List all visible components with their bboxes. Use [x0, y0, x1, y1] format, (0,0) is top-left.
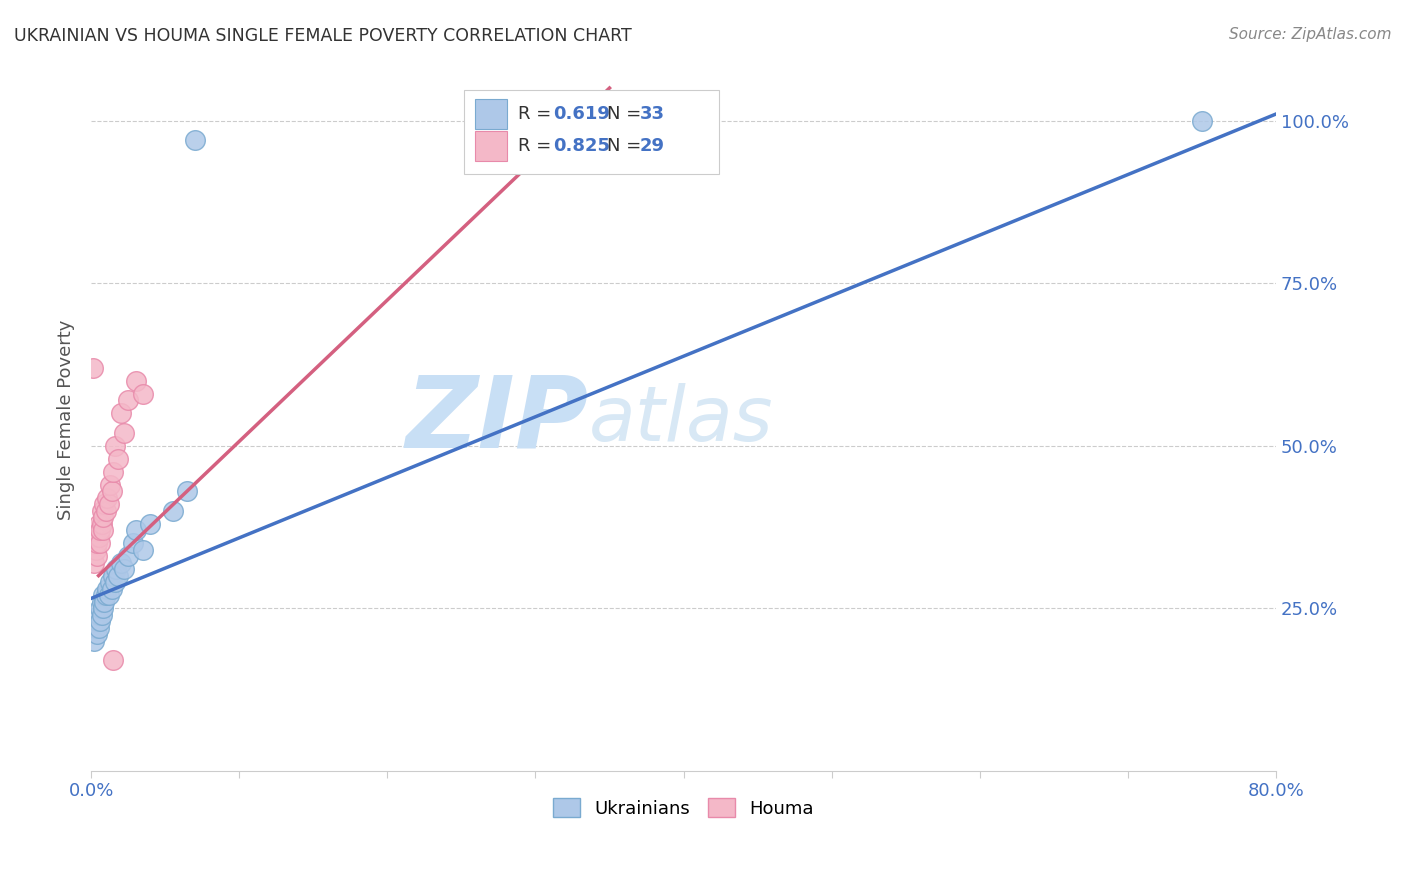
Point	[94, 503, 117, 517]
Point	[84, 542, 107, 557]
Point	[100, 575, 122, 590]
FancyBboxPatch shape	[464, 89, 718, 174]
Point	[90, 516, 112, 531]
Point	[86, 549, 108, 563]
Point	[139, 516, 162, 531]
Point	[132, 386, 155, 401]
Point	[112, 562, 135, 576]
Text: atlas: atlas	[589, 383, 773, 457]
FancyBboxPatch shape	[475, 131, 508, 161]
Point	[112, 425, 135, 440]
Point	[104, 439, 127, 453]
Point	[104, 575, 127, 590]
Point	[110, 556, 132, 570]
Text: 33: 33	[640, 105, 665, 123]
Point	[110, 406, 132, 420]
Point	[117, 549, 139, 563]
Point	[86, 614, 108, 628]
Point	[101, 582, 124, 596]
Point	[87, 516, 110, 531]
Point	[117, 393, 139, 408]
Point	[91, 601, 114, 615]
Point	[100, 477, 122, 491]
Point	[83, 633, 105, 648]
Point	[87, 607, 110, 622]
Point	[1191, 113, 1213, 128]
Point	[87, 530, 110, 544]
Point	[86, 536, 108, 550]
Point	[86, 627, 108, 641]
Text: N =: N =	[606, 136, 647, 154]
Point	[82, 360, 104, 375]
Point	[103, 568, 125, 582]
Point	[184, 133, 207, 147]
Point	[103, 653, 125, 667]
Point	[91, 523, 114, 537]
Text: N =: N =	[606, 105, 647, 123]
Text: ZIP: ZIP	[406, 371, 589, 468]
Point	[162, 503, 184, 517]
Legend: Ukrainians, Houma: Ukrainians, Houma	[546, 791, 821, 825]
Point	[93, 497, 115, 511]
Point	[176, 484, 198, 499]
Point	[124, 374, 146, 388]
Point	[90, 594, 112, 608]
Point	[87, 621, 110, 635]
Text: R =: R =	[517, 136, 557, 154]
Point	[93, 594, 115, 608]
Point	[101, 484, 124, 499]
Point	[121, 536, 143, 550]
Point	[96, 582, 118, 596]
Point	[89, 523, 111, 537]
Point	[107, 451, 129, 466]
Text: Source: ZipAtlas.com: Source: ZipAtlas.com	[1229, 27, 1392, 42]
Text: 29: 29	[640, 136, 665, 154]
Text: R =: R =	[517, 105, 557, 123]
Point	[103, 465, 125, 479]
Text: 0.825: 0.825	[553, 136, 610, 154]
Point	[90, 503, 112, 517]
Point	[124, 523, 146, 537]
Text: 0.619: 0.619	[553, 105, 610, 123]
Point	[84, 530, 107, 544]
Point	[89, 614, 111, 628]
Point	[97, 588, 120, 602]
Y-axis label: Single Female Poverty: Single Female Poverty	[58, 319, 75, 520]
Point	[90, 607, 112, 622]
Point	[83, 556, 105, 570]
Point	[89, 601, 111, 615]
Point	[132, 542, 155, 557]
Point	[91, 510, 114, 524]
Point	[91, 588, 114, 602]
Text: UKRAINIAN VS HOUMA SINGLE FEMALE POVERTY CORRELATION CHART: UKRAINIAN VS HOUMA SINGLE FEMALE POVERTY…	[14, 27, 631, 45]
Point	[84, 621, 107, 635]
Point	[96, 491, 118, 505]
Point	[89, 536, 111, 550]
Point	[97, 497, 120, 511]
FancyBboxPatch shape	[475, 99, 508, 129]
Point	[105, 562, 128, 576]
Point	[94, 588, 117, 602]
Point	[107, 568, 129, 582]
